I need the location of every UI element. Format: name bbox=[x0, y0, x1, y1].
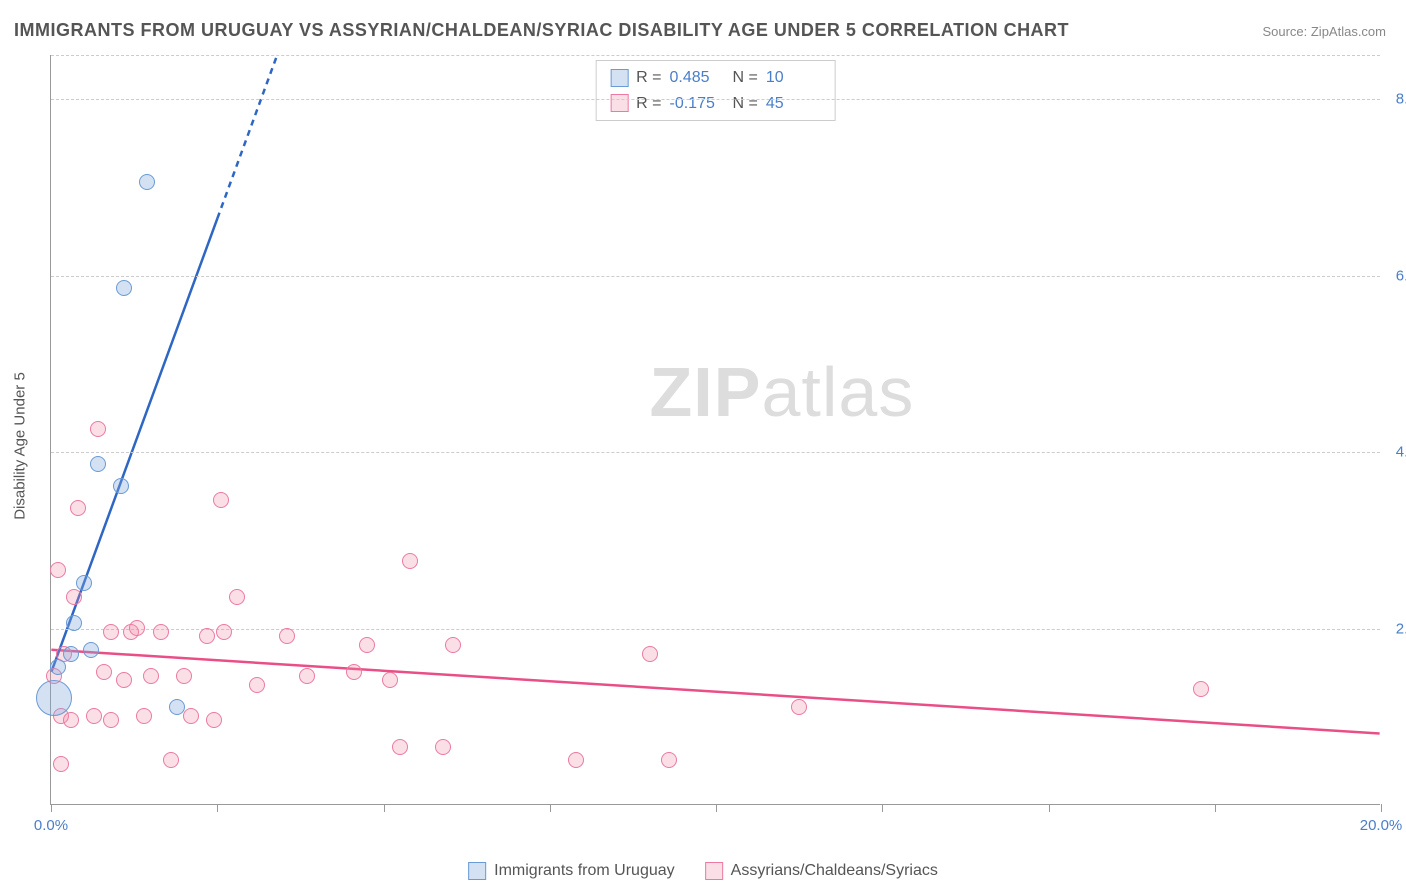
blue-point bbox=[36, 680, 72, 716]
blue-point bbox=[63, 646, 79, 662]
gridline-h bbox=[51, 276, 1380, 277]
pink-point bbox=[661, 752, 677, 768]
legend-swatch-pink-bottom bbox=[705, 862, 723, 880]
plot-area: ZIPatlas R = 0.485 N = 10 R = -0.175 N =… bbox=[50, 55, 1380, 805]
pink-point bbox=[96, 664, 112, 680]
n-value-blue: 10 bbox=[766, 65, 821, 91]
blue-point bbox=[169, 699, 185, 715]
r-value-pink: -0.175 bbox=[670, 91, 725, 117]
trend-lines-svg bbox=[51, 55, 1380, 804]
blue-point bbox=[113, 478, 129, 494]
pink-point bbox=[216, 624, 232, 640]
n-label: N = bbox=[733, 65, 758, 91]
blue-point bbox=[90, 456, 106, 472]
pink-point bbox=[116, 672, 132, 688]
gridline-h bbox=[51, 99, 1380, 100]
pink-point bbox=[791, 699, 807, 715]
pink-point bbox=[176, 668, 192, 684]
pink-point bbox=[435, 739, 451, 755]
pink-point bbox=[53, 756, 69, 772]
n-value-pink: 45 bbox=[766, 91, 821, 117]
pink-point bbox=[153, 624, 169, 640]
gridline-h bbox=[51, 452, 1380, 453]
source-label: Source: bbox=[1262, 24, 1310, 39]
r-label: R = bbox=[636, 65, 661, 91]
bottom-legend-pink: Assyrians/Chaldeans/Syriacs bbox=[705, 862, 938, 880]
series-label-pink: Assyrians/Chaldeans/Syriacs bbox=[731, 862, 938, 880]
x-tick bbox=[1381, 804, 1382, 812]
pink-point bbox=[359, 637, 375, 653]
gridline-h bbox=[51, 55, 1380, 56]
pink-point bbox=[1193, 681, 1209, 697]
legend-swatch-pink bbox=[610, 94, 628, 112]
blue-point bbox=[50, 659, 66, 675]
correlation-legend: R = 0.485 N = 10 R = -0.175 N = 45 bbox=[595, 60, 836, 121]
legend-swatch-blue bbox=[610, 69, 628, 87]
pink-point bbox=[63, 712, 79, 728]
source-citation: Source: ZipAtlas.com bbox=[1262, 24, 1386, 39]
pink-point bbox=[70, 500, 86, 516]
blue-point bbox=[76, 575, 92, 591]
blue-point bbox=[116, 280, 132, 296]
chart-title: IMMIGRANTS FROM URUGUAY VS ASSYRIAN/CHAL… bbox=[14, 20, 1069, 41]
watermark: ZIPatlas bbox=[650, 352, 915, 432]
pink-point bbox=[299, 668, 315, 684]
series-label-blue: Immigrants from Uruguay bbox=[494, 862, 675, 880]
y-tick-label: 8.0% bbox=[1396, 91, 1406, 108]
x-tick bbox=[217, 804, 218, 812]
pink-point bbox=[50, 562, 66, 578]
y-tick-label: 2.0% bbox=[1396, 620, 1406, 637]
watermark-light: atlas bbox=[761, 353, 914, 431]
watermark-bold: ZIP bbox=[650, 353, 762, 431]
pink-point bbox=[66, 589, 82, 605]
y-tick-label: 6.0% bbox=[1396, 267, 1406, 284]
pink-point bbox=[103, 712, 119, 728]
x-tick bbox=[716, 804, 717, 812]
r-label: R = bbox=[636, 91, 661, 117]
pink-point bbox=[382, 672, 398, 688]
pink-point bbox=[206, 712, 222, 728]
y-axis-label: Disability Age Under 5 bbox=[12, 372, 29, 520]
x-tick bbox=[384, 804, 385, 812]
pink-point bbox=[229, 589, 245, 605]
legend-swatch-blue-bottom bbox=[468, 862, 486, 880]
blue-point bbox=[83, 642, 99, 658]
bottom-legend: Immigrants from Uruguay Assyrians/Chalde… bbox=[468, 862, 938, 880]
pink-point bbox=[279, 628, 295, 644]
pink-point bbox=[213, 492, 229, 508]
pink-point bbox=[103, 624, 119, 640]
blue-point bbox=[66, 615, 82, 631]
x-tick bbox=[51, 804, 52, 812]
pink-point bbox=[183, 708, 199, 724]
r-value-blue: 0.485 bbox=[670, 65, 725, 91]
x-tick-label: 20.0% bbox=[1360, 817, 1403, 834]
legend-row-blue: R = 0.485 N = 10 bbox=[610, 65, 821, 91]
pink-point bbox=[143, 668, 159, 684]
x-tick bbox=[882, 804, 883, 812]
n-label: N = bbox=[733, 91, 758, 117]
bottom-legend-blue: Immigrants from Uruguay bbox=[468, 862, 675, 880]
x-tick bbox=[1215, 804, 1216, 812]
pink-point bbox=[402, 553, 418, 569]
legend-row-pink: R = -0.175 N = 45 bbox=[610, 91, 821, 117]
pink-point bbox=[129, 620, 145, 636]
x-tick bbox=[550, 804, 551, 812]
pink-point bbox=[90, 421, 106, 437]
pink-point bbox=[86, 708, 102, 724]
pink-point bbox=[445, 637, 461, 653]
pink-point bbox=[346, 664, 362, 680]
x-tick bbox=[1049, 804, 1050, 812]
pink-point bbox=[136, 708, 152, 724]
x-tick-label: 0.0% bbox=[34, 817, 68, 834]
pink-point bbox=[199, 628, 215, 644]
pink-point bbox=[163, 752, 179, 768]
blue-point bbox=[139, 174, 155, 190]
pink-point bbox=[249, 677, 265, 693]
source-value: ZipAtlas.com bbox=[1311, 24, 1386, 39]
gridline-h bbox=[51, 629, 1380, 630]
pink-point bbox=[392, 739, 408, 755]
y-tick-label: 4.0% bbox=[1396, 444, 1406, 461]
pink-point bbox=[568, 752, 584, 768]
pink-point bbox=[642, 646, 658, 662]
